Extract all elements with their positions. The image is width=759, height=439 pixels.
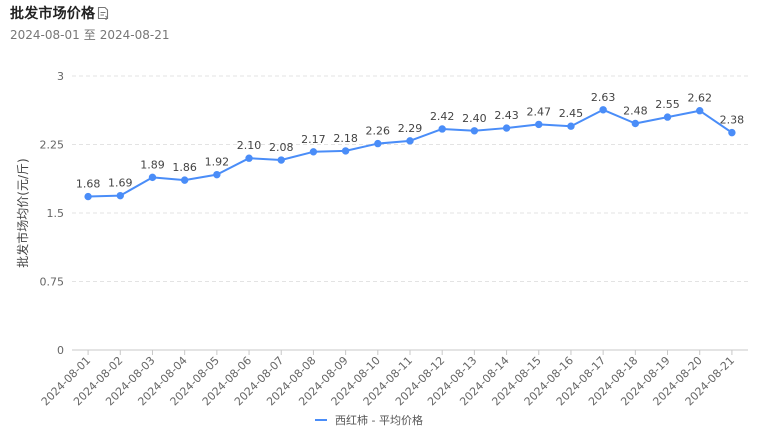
- data-label: 2.43: [494, 109, 519, 122]
- data-point: [180, 176, 189, 184]
- data-label: 2.47: [527, 105, 552, 118]
- y-tick-label: 1.5: [47, 207, 65, 220]
- legend-label: 西红柿 - 平均价格: [335, 414, 423, 427]
- data-point: [406, 137, 414, 145]
- data-point: [631, 119, 640, 128]
- data-label: 2.45: [559, 107, 584, 120]
- data-point: [341, 147, 350, 155]
- y-tick-label: 0: [57, 344, 64, 357]
- data-label: 1.68: [76, 178, 101, 191]
- data-label: 2.26: [366, 125, 391, 138]
- data-label: 2.38: [720, 114, 745, 127]
- y-axis-title: 批发市场均价(元/斤): [15, 158, 30, 267]
- data-point: [567, 122, 575, 130]
- y-tick-label: 2.25: [40, 139, 65, 152]
- data-point: [438, 125, 446, 133]
- data-label: 2.42: [430, 110, 455, 123]
- data-point: [470, 127, 479, 135]
- data-point: [277, 156, 285, 164]
- data-label: 2.18: [333, 132, 358, 145]
- chart-title: 批发市场价格: [10, 6, 96, 22]
- data-point: [663, 113, 672, 121]
- y-tick-label: 0.75: [40, 276, 65, 289]
- y-tick-label: 3: [57, 70, 64, 83]
- data-point: [245, 154, 253, 162]
- data-point: [116, 191, 124, 200]
- data-point: [213, 170, 221, 179]
- data-label: 2.17: [301, 133, 326, 146]
- date-range: 2024-08-01 至 2024-08-21: [10, 26, 174, 43]
- data-point: [309, 148, 318, 156]
- date-separator: 至: [83, 28, 96, 42]
- data-label: 2.08: [269, 141, 294, 154]
- data-label: 2.48: [623, 104, 648, 117]
- data-point: [84, 192, 92, 201]
- data-point: [148, 173, 157, 182]
- data-label: 2.62: [687, 92, 712, 105]
- data-label: 2.29: [398, 122, 423, 135]
- data-point: [599, 106, 607, 114]
- data-label: 1.69: [108, 177, 133, 190]
- data-label: 2.55: [655, 98, 680, 111]
- export-document-icon[interactable]: [97, 6, 109, 20]
- legend-swatch: [315, 419, 327, 421]
- data-point: [374, 139, 382, 148]
- date-to: 2024-08-21: [99, 28, 170, 42]
- data-label: 1.89: [140, 158, 165, 171]
- data-label: 1.92: [205, 156, 230, 169]
- data-point: [728, 128, 736, 137]
- data-point: [696, 107, 704, 115]
- data-label: 2.40: [462, 112, 487, 125]
- date-from: 2024-08-01: [10, 28, 80, 42]
- legend[interactable]: 西红柿 - 平均价格: [315, 412, 423, 428]
- data-point: [535, 120, 543, 129]
- data-point: [502, 124, 511, 132]
- data-label: 2.10: [237, 139, 262, 152]
- data-label: 2.63: [591, 91, 616, 104]
- data-label: 1.86: [172, 161, 197, 174]
